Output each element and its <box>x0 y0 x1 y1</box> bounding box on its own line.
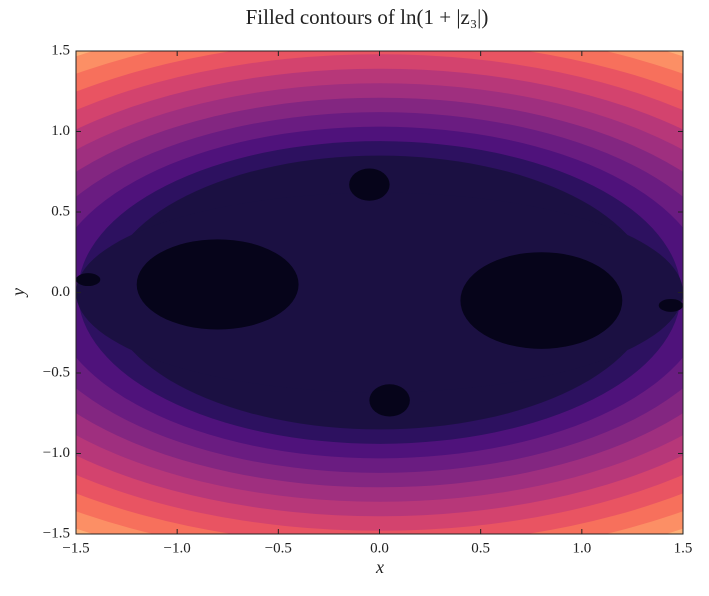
y-axis-label: y <box>8 288 28 298</box>
y-tick-label: 0.0 <box>51 284 70 300</box>
x-tick-label: −1.5 <box>62 540 89 556</box>
y-tick-label: −0.5 <box>43 364 70 380</box>
x-tick-label: −1.0 <box>164 540 191 556</box>
contour-minimum <box>349 168 390 201</box>
y-tick-label: 0.5 <box>51 203 70 219</box>
x-tick-label: −0.5 <box>265 540 292 556</box>
y-tick-label: −1.0 <box>43 445 70 461</box>
contour-minimum <box>136 239 299 330</box>
y-tick-label: 1.0 <box>51 123 70 139</box>
contour-minimum <box>369 384 410 417</box>
x-tick-label: 1.0 <box>572 540 591 556</box>
x-tick-label: 0.0 <box>370 540 389 556</box>
chart-title: Filled contours of ln(1 + |z₃|) <box>246 5 489 29</box>
contour-minimum <box>76 273 101 287</box>
y-tick-label: −1.5 <box>43 525 70 541</box>
contour-minimum <box>460 252 623 349</box>
x-tick-label: 1.5 <box>674 540 693 556</box>
x-tick-label: 0.5 <box>471 540 490 556</box>
x-axis-label: x <box>375 557 384 577</box>
contour-minimum <box>658 298 683 312</box>
y-tick-label: 1.5 <box>51 42 70 58</box>
